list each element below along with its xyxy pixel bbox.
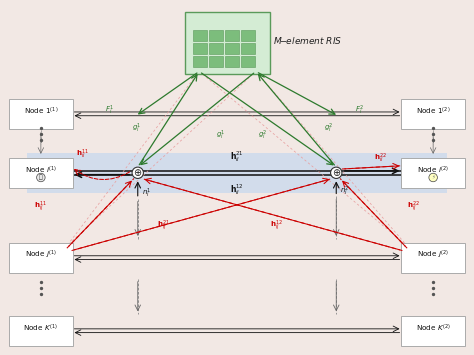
- FancyBboxPatch shape: [209, 56, 223, 67]
- Circle shape: [132, 167, 144, 179]
- Text: Node $i^{(1)}$: Node $i^{(1)}$: [25, 164, 57, 176]
- FancyBboxPatch shape: [401, 316, 465, 346]
- FancyBboxPatch shape: [240, 30, 255, 41]
- FancyBboxPatch shape: [225, 30, 239, 41]
- Text: Node $1^{(2)}$: Node $1^{(2)}$: [416, 105, 450, 117]
- Text: Node $K^{(1)}$: Node $K^{(1)}$: [23, 322, 58, 334]
- FancyBboxPatch shape: [193, 43, 207, 54]
- Text: ⌚: ⌚: [39, 175, 43, 180]
- Text: $\mathbf{h}_{ii}^{21}$: $\mathbf{h}_{ii}^{21}$: [230, 149, 244, 164]
- Circle shape: [429, 173, 438, 182]
- FancyBboxPatch shape: [240, 56, 255, 67]
- Text: $g_i^1$: $g_i^1$: [132, 121, 141, 135]
- FancyBboxPatch shape: [9, 158, 73, 188]
- Text: $\oplus$: $\oplus$: [133, 167, 142, 178]
- Text: $\mathbf{h}_{ii}^{22}$: $\mathbf{h}_{ii}^{22}$: [374, 152, 387, 165]
- Text: $g_i^2$: $g_i^2$: [258, 129, 268, 142]
- FancyBboxPatch shape: [240, 43, 255, 54]
- Text: Node $j^{(2)}$: Node $j^{(2)}$: [417, 248, 449, 261]
- FancyBboxPatch shape: [225, 43, 239, 54]
- FancyBboxPatch shape: [401, 158, 465, 188]
- FancyBboxPatch shape: [9, 316, 73, 346]
- Bar: [27, 153, 447, 192]
- Text: $\mathbf{h}_{ii}^{12}$: $\mathbf{h}_{ii}^{12}$: [230, 182, 244, 197]
- Text: ⚡: ⚡: [431, 175, 435, 180]
- Text: Node $i^{(2)}$: Node $i^{(2)}$: [417, 164, 449, 176]
- Text: $\mathbf{h}_{ij}^{12}$: $\mathbf{h}_{ij}^{12}$: [270, 218, 283, 233]
- FancyBboxPatch shape: [209, 30, 223, 41]
- FancyBboxPatch shape: [185, 12, 270, 74]
- Text: $g_i^1$: $g_i^1$: [216, 129, 225, 142]
- Text: $F_i^2$: $F_i^2$: [355, 104, 365, 118]
- Circle shape: [36, 173, 45, 182]
- FancyBboxPatch shape: [225, 56, 239, 67]
- Circle shape: [330, 167, 342, 179]
- Text: $\mathbf{h}_{ij}^{11}$: $\mathbf{h}_{ij}^{11}$: [34, 199, 46, 214]
- Text: Node $j^{(1)}$: Node $j^{(1)}$: [25, 248, 57, 261]
- Text: $\oplus$: $\oplus$: [332, 167, 341, 178]
- Text: $\mathbf{h}_{ij}^{22}$: $\mathbf{h}_{ij}^{22}$: [407, 199, 420, 214]
- FancyBboxPatch shape: [193, 30, 207, 41]
- Text: $M\!\!-\!\!$element RIS: $M\!\!-\!\!$element RIS: [273, 35, 343, 46]
- FancyBboxPatch shape: [209, 43, 223, 54]
- FancyBboxPatch shape: [401, 242, 465, 273]
- Text: $F_i^1$: $F_i^1$: [105, 104, 114, 118]
- FancyBboxPatch shape: [401, 99, 465, 129]
- Text: $\mathbf{h}_{ij}^{21}$: $\mathbf{h}_{ij}^{21}$: [156, 218, 169, 233]
- Text: $n_i^2$: $n_i^2$: [340, 185, 349, 198]
- Text: Node $1^{(1)}$: Node $1^{(1)}$: [24, 105, 58, 117]
- Text: $\mathbf{h}_{ii}^{11}$: $\mathbf{h}_{ii}^{11}$: [76, 147, 89, 161]
- Text: Node $K^{(2)}$: Node $K^{(2)}$: [416, 322, 451, 334]
- FancyBboxPatch shape: [193, 56, 207, 67]
- Text: $g_i^2$: $g_i^2$: [324, 121, 334, 135]
- FancyBboxPatch shape: [9, 242, 73, 273]
- Text: $n_i^1$: $n_i^1$: [142, 187, 151, 200]
- FancyBboxPatch shape: [9, 99, 73, 129]
